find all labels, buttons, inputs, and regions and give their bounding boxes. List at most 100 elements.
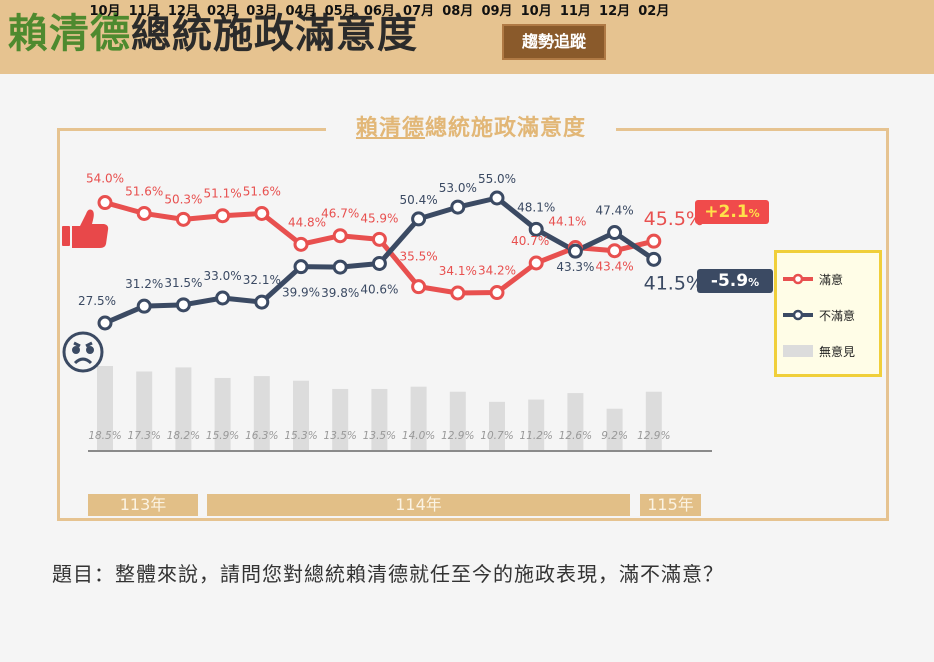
data-point	[411, 279, 427, 295]
header-banner: 賴清德總統施政滿意度 趨勢追蹤	[0, 0, 934, 74]
bar-value-label: 12.9%	[441, 430, 474, 442]
bar-value-label: 12.9%	[637, 430, 670, 442]
data-point	[450, 285, 466, 301]
data-point	[607, 225, 623, 241]
bar-value-label: 13.5%	[324, 430, 357, 442]
data-label: 46.7%	[321, 207, 359, 221]
data-label: 54.0%	[86, 172, 124, 186]
chart-title: 賴清德總統施政滿意度	[326, 114, 616, 144]
no-opinion-bar	[332, 388, 349, 451]
data-label: 35.5%	[400, 250, 438, 264]
month-label: 11月	[559, 4, 591, 19]
data-label: 53.0%	[439, 181, 477, 195]
data-point	[567, 243, 583, 259]
year-113: 113年	[88, 494, 198, 516]
month-label: 07月	[403, 4, 435, 19]
data-point	[97, 195, 113, 211]
month-label: 05月	[324, 4, 356, 19]
data-point	[528, 221, 544, 237]
legend-item-no-opinion: 無意見	[783, 341, 855, 361]
no-opinion-labels: 18.5% 17.3% 18.2% 15.9% 16.3% 15.3% 13.5% 13.5%…	[88, 430, 670, 442]
data-point	[97, 315, 113, 331]
data-label: 44.8%	[288, 215, 326, 229]
bar-value-label: 18.2%	[167, 430, 200, 442]
data-label: 45.9%	[360, 211, 398, 225]
data-label: 31.5%	[164, 276, 202, 290]
data-point	[254, 205, 270, 221]
data-label: 45.5%	[644, 208, 704, 230]
data-point	[175, 297, 191, 313]
no-opinion-bar	[175, 367, 192, 451]
data-label: 40.6%	[360, 282, 398, 296]
data-label: 43.4%	[596, 260, 634, 274]
data-point	[489, 190, 505, 206]
satisfied-legend-marker-icon	[783, 273, 813, 285]
month-label: 03月	[246, 4, 278, 19]
month-label: 12月	[167, 4, 199, 19]
title-highlight: 賴清德	[8, 11, 131, 57]
data-label: 27.5%	[78, 294, 116, 308]
data-point	[607, 243, 623, 259]
no-opinion-bar	[528, 399, 545, 451]
data-label: 44.1%	[548, 215, 586, 229]
data-point	[293, 259, 309, 275]
data-point	[215, 290, 231, 306]
data-label: 47.4%	[596, 204, 634, 218]
month-label: 02月	[207, 4, 239, 19]
month-label: 11月	[128, 4, 160, 19]
month-label: 08月	[442, 4, 474, 19]
month-label: 06月	[363, 4, 395, 19]
data-label: 51.6%	[125, 184, 163, 198]
bar-value-label: 16.3%	[245, 430, 278, 442]
no-opinion-bars	[97, 366, 662, 451]
dissatisfied-delta-value: -5.9	[710, 271, 749, 291]
no-opinion-bar	[293, 380, 309, 451]
no-opinion-bar	[645, 391, 662, 451]
bar-value-label: 18.5%	[88, 430, 121, 442]
data-label: 34.1%	[439, 264, 477, 278]
no-opinion-bar	[606, 408, 623, 451]
angry-face-icon	[62, 331, 104, 373]
bar-value-label: 15.9%	[206, 430, 239, 442]
bar-value-label: 14.0%	[402, 430, 435, 442]
no-opinion-bar	[371, 388, 388, 451]
no-opinion-bar	[410, 386, 427, 451]
no-opinion-bar	[214, 377, 231, 451]
data-label: 55.0%	[478, 172, 516, 186]
no-opinion-bar	[136, 371, 153, 451]
dissatisfied-legend-marker-icon	[783, 309, 813, 321]
bar-value-label: 10.7%	[480, 430, 513, 442]
year-114: 114年	[207, 494, 630, 516]
month-label: 04月	[285, 4, 317, 19]
legend-item-satisfied: 滿意	[783, 269, 843, 289]
satisfied-labels: 54.0%51.6%50.3% 51.1% 51.6%44.8%46.7% 45.9%…	[86, 172, 704, 278]
title-rest: 總統施政滿意度	[131, 11, 418, 57]
data-label: 43.3%	[556, 260, 594, 274]
no-opinion-swatch-icon	[783, 345, 813, 357]
data-point	[136, 205, 152, 221]
page-title: 賴清德總統施政滿意度	[8, 6, 418, 62]
month-label: 10月	[520, 4, 552, 19]
data-point	[528, 255, 544, 271]
data-label: 41.5%	[644, 272, 704, 294]
survey-question: 題目：整體來說，請問您對總統賴清德就任至今的施政表現，滿不滿意？	[52, 562, 724, 586]
month-label: 02月	[638, 4, 670, 19]
bar-value-label: 11.2%	[520, 430, 553, 442]
data-label: 48.1%	[517, 200, 555, 214]
no-opinion-bar	[449, 391, 466, 451]
no-opinion-bar	[253, 376, 270, 451]
chart-title-rest: 總統施政滿意度	[425, 116, 587, 141]
data-label: 34.2%	[478, 264, 516, 278]
bar-value-label: 17.3%	[128, 430, 161, 442]
legend-label: 不滿意	[819, 308, 856, 323]
month-label: 10月	[89, 4, 121, 19]
no-opinion-bar	[567, 393, 584, 451]
bar-value-label: 12.6%	[559, 430, 592, 442]
data-label: 39.8%	[321, 286, 359, 300]
month-label: 09月	[481, 4, 513, 19]
month-label: 12月	[599, 4, 631, 19]
data-label: 40.7%	[511, 234, 549, 248]
data-label: 50.3%	[164, 192, 202, 206]
bar-value-label: 13.5%	[363, 430, 396, 442]
